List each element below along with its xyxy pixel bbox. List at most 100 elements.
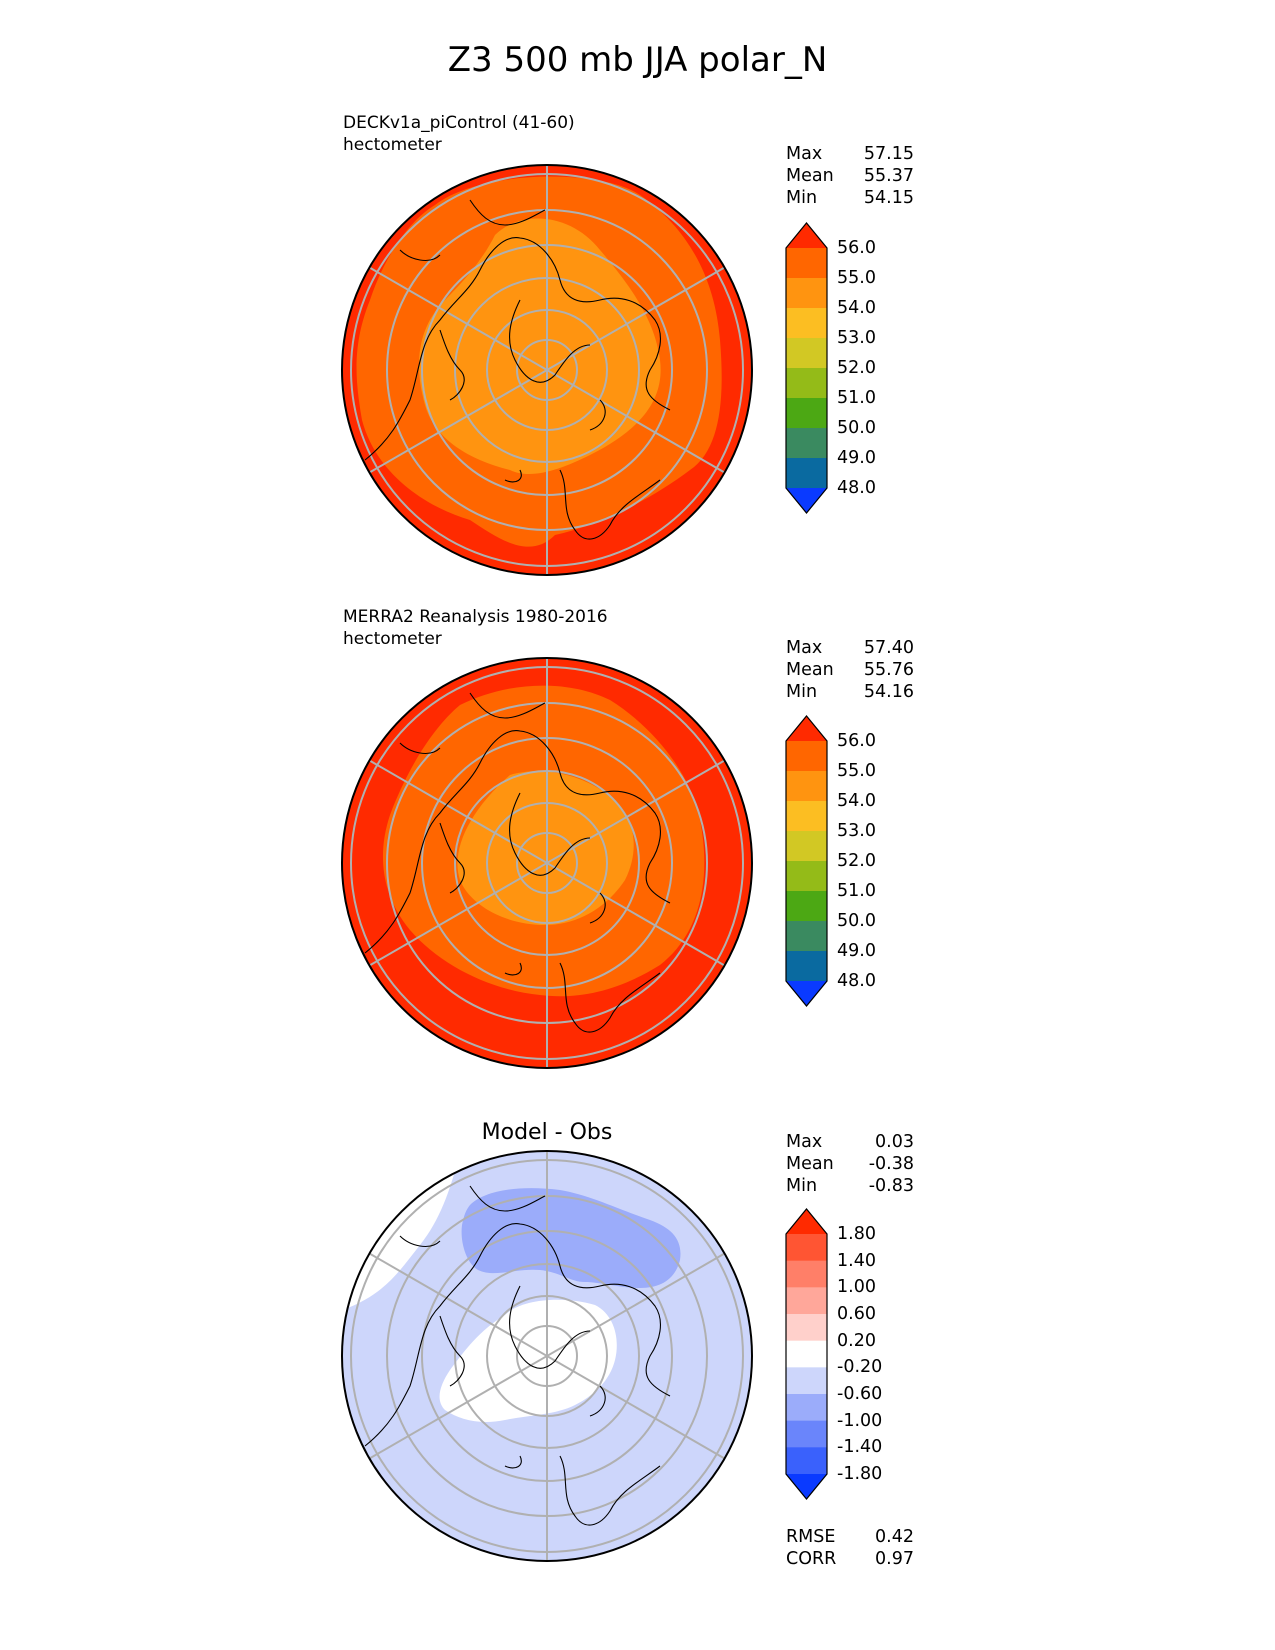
- panel2-label-line2: hectometer: [343, 629, 442, 649]
- colorbar-segment: [786, 1234, 827, 1262]
- colorbar-tick-label: 51.0: [837, 881, 876, 901]
- colorbar-outline: [785, 222, 828, 514]
- colorbar-diff-segments: [785, 1208, 828, 1500]
- colorbar-segment: [786, 951, 827, 982]
- colorbar-tick-label: 54.0: [837, 791, 876, 811]
- colorbar-extend-top: [786, 716, 827, 741]
- figure-title: Z3 500 mb JJA polar_N: [447, 40, 828, 80]
- colorbar-segment: [786, 278, 827, 309]
- panel1-stats: Max 57.15 Mean 55.37 Min 54.15: [786, 143, 914, 209]
- colorbar-segment: [786, 458, 827, 489]
- stat-value: 54.15: [863, 188, 914, 208]
- stat-value: 0.03: [875, 1132, 914, 1152]
- stat-value: 55.37: [863, 166, 914, 186]
- colorbar-tick-label: 49.0: [837, 941, 876, 961]
- stat-label: Mean: [786, 660, 834, 680]
- colorbar-extend-top: [786, 223, 827, 248]
- colorbar-segment: [786, 398, 827, 429]
- colorbar-tick-label: 52.0: [837, 358, 876, 378]
- stat-label: Max: [786, 638, 823, 658]
- colorbar-tick-label: -1.40: [837, 1437, 883, 1458]
- colorbar-segment: [786, 1420, 827, 1448]
- colorbar-segment: [786, 771, 827, 802]
- colorbar-segment: [786, 1314, 827, 1342]
- stat-label: Min: [786, 682, 818, 702]
- colorbar-outline: [785, 715, 828, 1007]
- stat-value: -0.38: [868, 1154, 914, 1174]
- colorbar-obs-segments: [785, 715, 828, 1007]
- stat-label: Max: [786, 144, 823, 164]
- colorbar-segment: [786, 428, 827, 459]
- stat-label: Mean: [786, 166, 834, 186]
- colorbar-tick-label: 1.00: [837, 1277, 876, 1298]
- colorbar-tick-label: -0.20: [837, 1357, 883, 1378]
- metric-value: 0.97: [875, 1549, 914, 1569]
- stat-label: Max: [786, 1132, 823, 1152]
- colorbar-outline: [785, 1208, 828, 1500]
- colorbar-segment: [786, 248, 827, 279]
- colorbar-tick-label: 1.40: [837, 1250, 876, 1271]
- panel2-stats: Max 57.40 Mean 55.76 Min 54.16: [786, 637, 914, 703]
- metric-label: RMSE: [786, 1527, 836, 1547]
- stat-value: 54.16: [863, 682, 914, 702]
- colorbar-segment: [786, 741, 827, 772]
- colorbar-extend-bottom: [786, 1474, 827, 1499]
- panel2-label-line1: MERRA2 Reanalysis 1980-2016: [343, 607, 608, 627]
- colorbar-segment: [786, 1287, 827, 1315]
- metric-label: CORR: [786, 1549, 837, 1569]
- colorbar-tick-label: 53.0: [837, 328, 876, 348]
- colorbar-tick-label: 50.0: [837, 418, 876, 438]
- stat-label: Min: [786, 188, 818, 208]
- colorbar-segment: [786, 921, 827, 952]
- colorbar-extend-bottom: [786, 488, 827, 513]
- colorbar-segment: [786, 1394, 827, 1422]
- colorbar-tick-label: 0.20: [837, 1330, 876, 1351]
- stat-label: Mean: [786, 1154, 834, 1174]
- colorbar-tick-label: 55.0: [837, 268, 876, 288]
- colorbar-segment: [786, 861, 827, 892]
- colorbar-segment: [786, 1367, 827, 1395]
- colorbar-segment: [786, 368, 827, 399]
- colorbar-model-segments: [785, 222, 828, 514]
- stat-value: -0.83: [868, 1176, 914, 1196]
- stat-label: Min: [786, 1176, 818, 1196]
- panel3-stats: Max 0.03 Mean -0.38 Min -0.83: [786, 1131, 914, 1197]
- colorbar-tick-label: 48.0: [837, 478, 876, 498]
- colorbar-tick-label: 51.0: [837, 388, 876, 408]
- colorbar-tick-label: 52.0: [837, 851, 876, 871]
- colorbar-tick-label: 1.80: [837, 1224, 876, 1244]
- colorbar-extend-bottom: [786, 981, 827, 1006]
- colorbar-tick-label: 53.0: [837, 821, 876, 841]
- colorbar-tick-label: 50.0: [837, 911, 876, 931]
- band-neg060: [461, 1188, 681, 1288]
- colorbar-segment: [786, 801, 827, 832]
- colorbar-segment: [786, 1340, 827, 1368]
- colorbar-segment: [786, 891, 827, 922]
- colorbar-tick-label: 56.0: [837, 238, 876, 258]
- colorbar-tick-label: 0.60: [837, 1304, 876, 1324]
- colorbar-tick-label: -1.80: [837, 1464, 883, 1484]
- stat-value: 57.40: [863, 638, 914, 658]
- panel3-subtitle: Model - Obs: [481, 1120, 613, 1145]
- colorbar-tick-label: 55.0: [837, 761, 876, 781]
- colorbar-segment: [786, 338, 827, 369]
- colorbar-segment: [786, 1260, 827, 1288]
- panel1-label-line2: hectometer: [343, 135, 442, 155]
- colorbar-tick-label: -1.00: [837, 1410, 883, 1431]
- colorbar-segment: [786, 1447, 827, 1475]
- colorbar-segment: [786, 308, 827, 339]
- colorbar-tick-label: 54.0: [837, 298, 876, 318]
- metric-value: 0.42: [875, 1527, 914, 1547]
- colorbar-tick-label: -0.60: [837, 1384, 883, 1404]
- colorbar-extend-top: [786, 1209, 827, 1234]
- panel1-label-line1: DECKv1a_piControl (41-60): [343, 113, 575, 133]
- colorbar-tick-label: 48.0: [837, 971, 876, 991]
- colorbar-tick-label: 56.0: [837, 731, 876, 751]
- colorbar-segment: [786, 831, 827, 862]
